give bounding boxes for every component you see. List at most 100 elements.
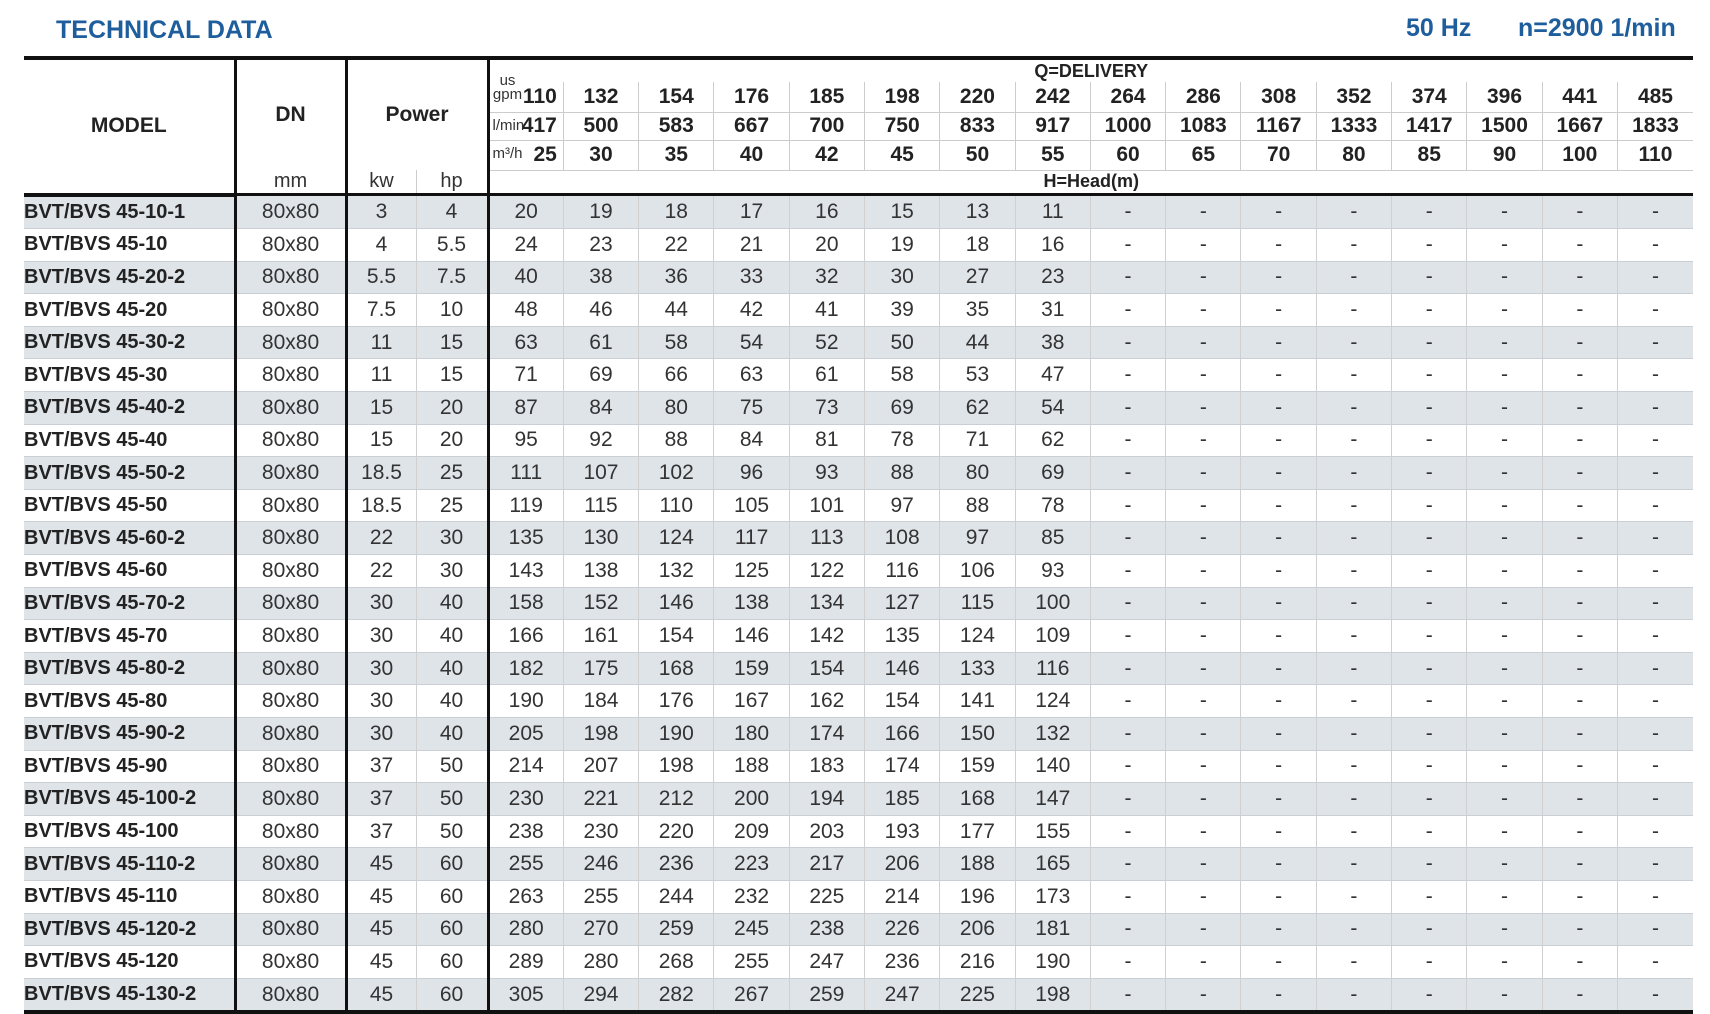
head-cell: -: [1466, 424, 1543, 458]
head-cell: 255: [488, 847, 564, 881]
head-cell: -: [1616, 228, 1693, 262]
kw-cell: 45: [346, 847, 417, 881]
head-cell: -: [1315, 293, 1392, 327]
head-cell: 102: [638, 456, 714, 490]
head-cell: -: [1089, 293, 1166, 327]
model-cell: BVT/BVS 45-90: [24, 750, 237, 784]
head-cell: -: [1089, 391, 1166, 425]
head-cell: 198: [1014, 978, 1091, 1014]
hp-cell: 20: [416, 391, 490, 425]
head-cell: -: [1240, 913, 1317, 947]
head-cell: -: [1089, 684, 1166, 718]
head-cell: -: [1541, 358, 1618, 393]
head-cell: 193: [863, 815, 940, 849]
head-cell: 259: [638, 913, 714, 947]
head-cell: 116: [1014, 652, 1091, 686]
head-cell: -: [1089, 554, 1166, 588]
head-cell: -: [1240, 847, 1317, 881]
head-cell: -: [1616, 717, 1693, 751]
table-row: BVT/BVS 45-10-1 80x80 3 4 20 19 18 17 16 15 13 11- -…: [24, 194, 1693, 230]
table-row: BVT/BVS 45-100-2 80x80 37 50 230 221 212 200 194…: [24, 782, 1693, 816]
flow-m3h-cell: 70: [1240, 140, 1317, 171]
table-row: BVT/BVS 45-20-2 80x80 5.5 7.5 40 38 36 33 32 30 27…: [24, 261, 1693, 295]
head-cell: -: [1391, 554, 1467, 588]
head-cell: -: [1315, 489, 1392, 523]
head-cell: -: [1466, 717, 1543, 751]
kw-header: kw: [346, 170, 417, 196]
head-cell: -: [1240, 652, 1317, 686]
head-cell: -: [1391, 587, 1467, 621]
head-cell: 167: [713, 684, 790, 718]
speed-label: n=2900 1/min: [1518, 14, 1676, 42]
flow-value: 45: [890, 143, 914, 166]
head-cell: 238: [488, 815, 564, 849]
head-cell: -: [1466, 554, 1543, 588]
table-row: BVT/BVS 45-30 80x80 11 15 71 69 66 63 61 58 53 47- -…: [24, 358, 1693, 393]
hp-cell: 60: [416, 847, 490, 881]
head-cell: 244: [638, 880, 714, 914]
head-cell: -: [1466, 945, 1543, 979]
hp-cell: 60: [416, 978, 490, 1014]
head-cell: 245: [713, 913, 790, 947]
table-row: BVT/BVS 45-40-2 80x80 15 20 87 84 80 75 73 69 62 54…: [24, 391, 1693, 425]
head-cell: 69: [1014, 456, 1091, 490]
head-cell: -: [1089, 326, 1166, 360]
head-cell: -: [1089, 652, 1166, 686]
head-cell: 150: [939, 717, 1016, 751]
head-cell: -: [1391, 978, 1467, 1014]
head-cell: -: [1315, 750, 1392, 784]
head-cell: -: [1165, 554, 1241, 588]
table-row: BVT/BVS 45-70 80x80 30 40 166 161 154 146 142 135…: [24, 619, 1693, 653]
kw-cell: 30: [346, 652, 417, 686]
head-cell: 33: [713, 261, 790, 295]
flow-value: 1417: [1405, 114, 1453, 137]
head-cell: 95: [488, 424, 564, 458]
head-cell: 212: [638, 782, 714, 816]
head-cell: -: [1466, 358, 1543, 393]
head-cell: 20: [788, 228, 865, 262]
table-row: BVT/BVS 45-40 80x80 15 20 95 92 88 84 81 78 71 62- -…: [24, 424, 1693, 458]
flow-value: 132: [583, 84, 619, 108]
head-cell: 125: [713, 554, 790, 588]
head-cell: -: [1315, 424, 1392, 458]
head-header: H=Head(m): [488, 170, 1693, 196]
flow-gpm-cell: 396: [1466, 82, 1543, 113]
head-cell: -: [1616, 554, 1693, 588]
head-cell: -: [1315, 194, 1392, 230]
head-cell: 93: [788, 456, 865, 490]
head-cell: 110: [638, 489, 714, 523]
head-cell: 111: [488, 456, 564, 490]
hp-cell: 25: [416, 456, 490, 490]
head-cell: 188: [939, 847, 1016, 881]
head-cell: 146: [638, 587, 714, 621]
dn-cell: 80x80: [235, 782, 348, 816]
table-row: BVT/BVS 45-60-2 80x80 22 30 135 130 124 117 113 1…: [24, 521, 1693, 556]
head-cell: -: [1240, 880, 1317, 914]
dn-cell: 80x80: [235, 326, 348, 360]
head-cell: 18: [638, 194, 714, 230]
head-cell: -: [1240, 554, 1317, 588]
head-cell: 225: [788, 880, 865, 914]
head-cell: 62: [1014, 424, 1091, 458]
head-cell: 214: [863, 880, 940, 914]
head-cell: -: [1315, 847, 1392, 881]
head-cell: -: [1541, 717, 1618, 751]
head-cell: -: [1240, 228, 1317, 262]
head-cell: 19: [562, 194, 639, 230]
model-cell: BVT/BVS 45-100-2: [24, 782, 237, 816]
head-cell: 61: [562, 326, 639, 360]
dn-cell: 80x80: [235, 619, 348, 653]
head-cell: 214: [488, 750, 564, 784]
head-cell: 159: [939, 750, 1016, 784]
dn-cell: 80x80: [235, 228, 348, 262]
head-cell: -: [1315, 391, 1392, 425]
head-cell: 46: [562, 293, 639, 327]
head-cell: -: [1391, 945, 1467, 979]
head-cell: -: [1466, 913, 1543, 947]
head-cell: 23: [562, 228, 639, 262]
head-cell: 177: [939, 815, 1016, 849]
head-cell: 259: [788, 978, 865, 1014]
head-cell: 93: [1014, 554, 1091, 588]
head-cell: -: [1240, 424, 1317, 458]
kw-cell: 4: [346, 228, 417, 262]
